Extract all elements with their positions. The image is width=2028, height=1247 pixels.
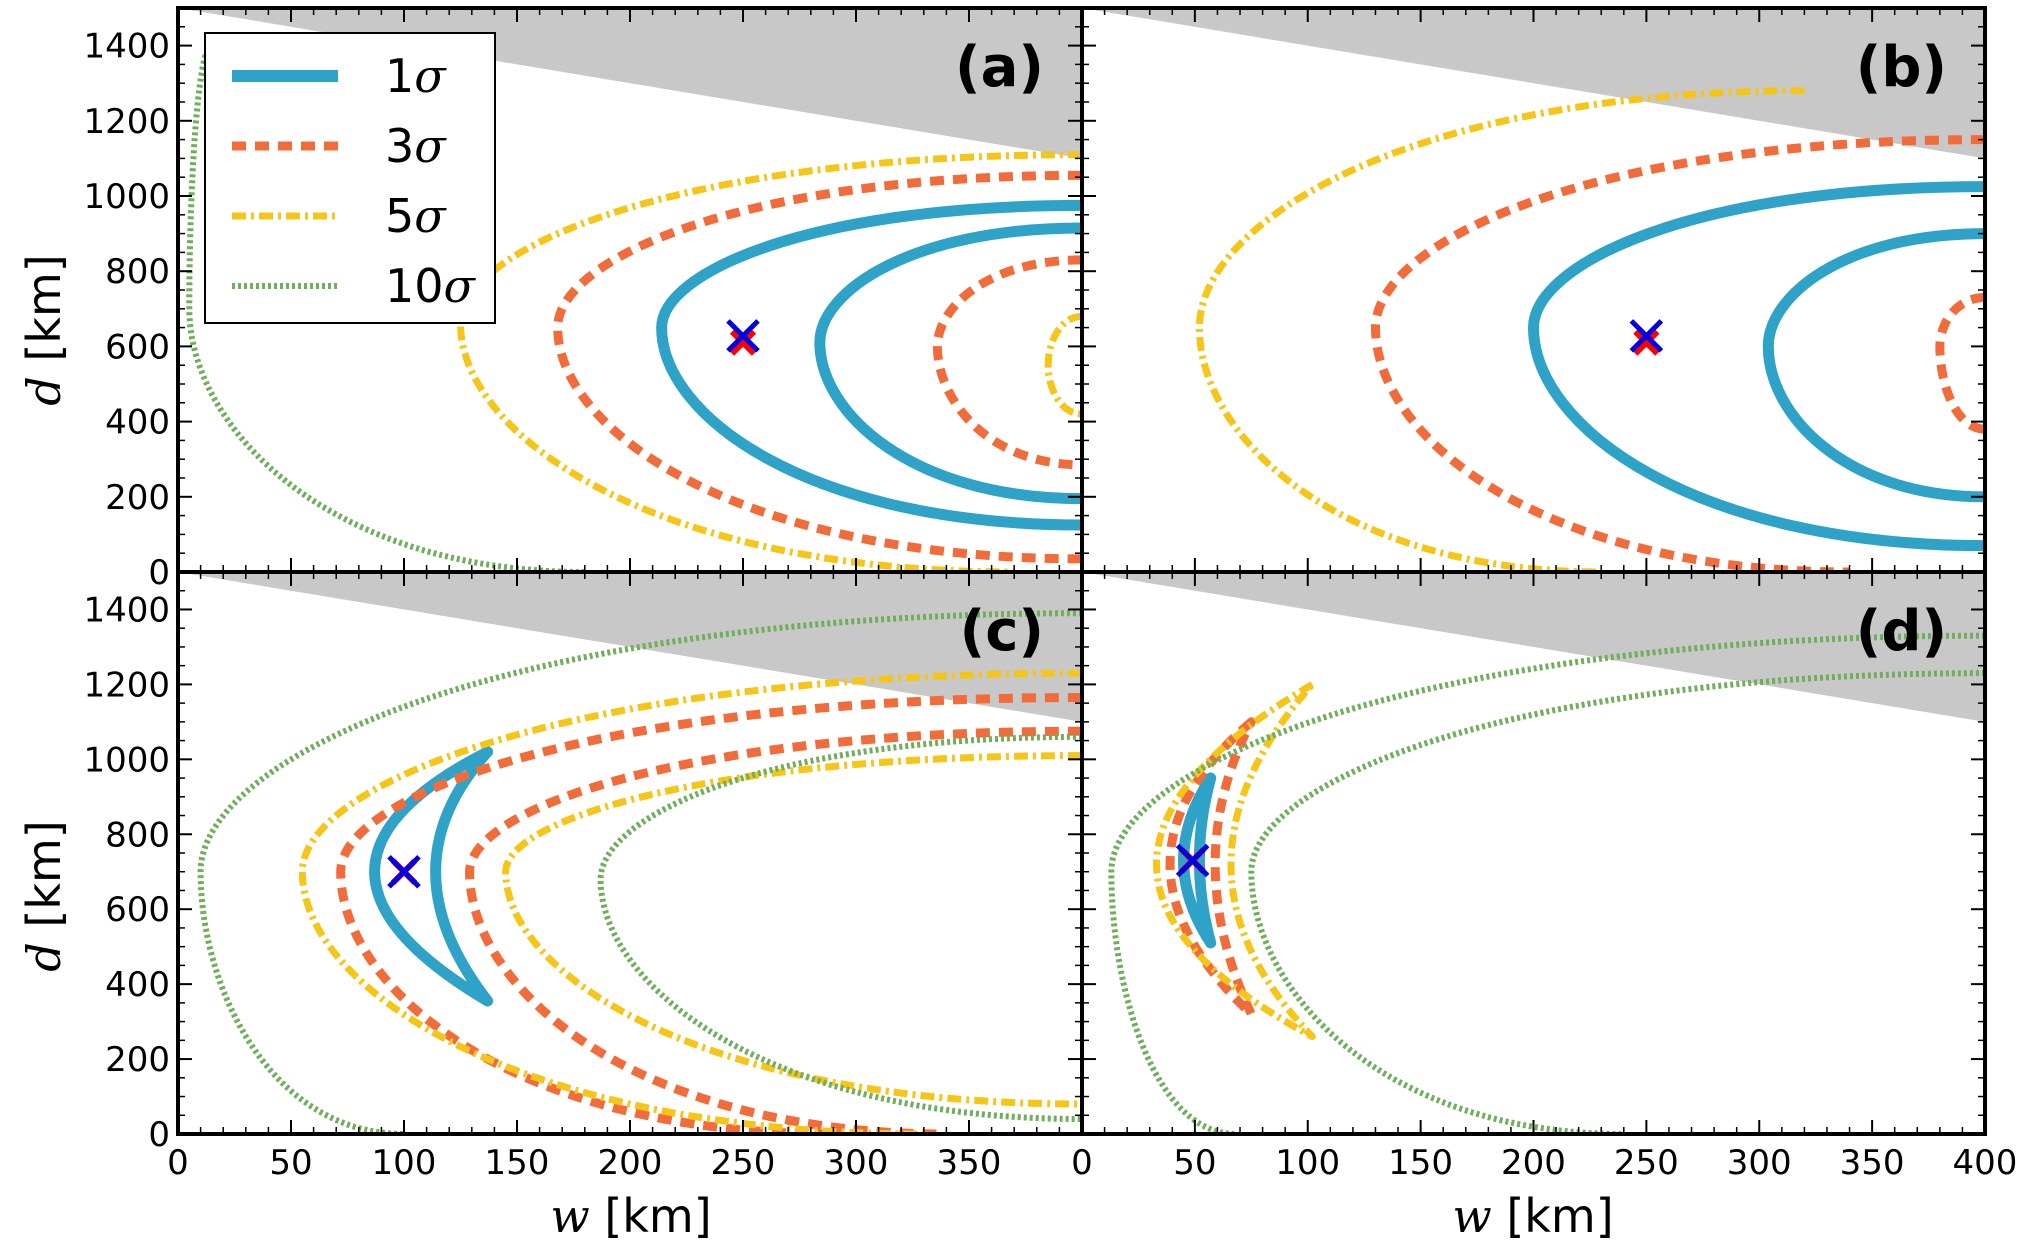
contour-3sigma [336, 693, 1082, 1134]
x-tick-label: 150 [485, 1143, 550, 1183]
contour-10sigma [197, 610, 1082, 1134]
x-tick-label: 350 [937, 1143, 1002, 1183]
contour-5sigma [1195, 87, 1805, 572]
panel-contours [186, 42, 1082, 572]
legend-label-10sigma: 10σ [385, 259, 477, 313]
x-tick-label: 200 [1501, 1143, 1566, 1183]
x-tick-label: 50 [1173, 1143, 1216, 1183]
y-tick-label: 400 [105, 403, 170, 443]
y-tick-label: 600 [105, 890, 170, 930]
best-fit-marker [387, 854, 421, 889]
contour-3sigma [1370, 135, 1985, 572]
legend-label-1sigma: 1σ [385, 49, 447, 103]
x-tick-label: 400 [1953, 1143, 2018, 1183]
y-tick-label: 1400 [83, 27, 170, 67]
y-tick-label: 1000 [83, 177, 170, 217]
excluded-region [178, 572, 1082, 722]
panel-label: (d) [1856, 599, 1947, 664]
contour-1sigma [1528, 181, 1985, 552]
x-tick-label: 0 [1071, 1143, 1093, 1183]
x-tick-label: 0 [167, 1143, 189, 1183]
best-fit-marker [1175, 843, 1210, 878]
legend-label-3sigma: 3σ [385, 119, 447, 173]
contour-5sigma [1044, 312, 1082, 418]
legend: 1σ 3σ 5σ 10σ [204, 32, 496, 324]
y-tick-label: 1200 [83, 665, 170, 705]
panel-label: (c) [960, 599, 1044, 664]
x-tick-label: 300 [824, 1143, 889, 1183]
tick-labels: 0200400600800100012001400020040060080010… [83, 27, 2017, 1183]
x-tick-label: 300 [1727, 1143, 1792, 1183]
y-tick-label: 200 [105, 1040, 170, 1080]
contour-5sigma [457, 151, 1082, 572]
y-tick-label: 1400 [83, 590, 170, 630]
contour-1sigma [1178, 772, 1217, 949]
y-tick-label: 0 [148, 553, 170, 593]
x-axis-label-right: w [km] [1452, 1189, 1613, 1243]
axis-ticks [177, 8, 1986, 1135]
y-tick-label: 600 [105, 327, 170, 367]
y-tick-label: 800 [105, 815, 170, 855]
contour-1sigma [656, 199, 1082, 531]
x-tick-label: 150 [1388, 1143, 1453, 1183]
x-tick-label: 350 [1840, 1143, 1905, 1183]
y-tick-label: 200 [105, 478, 170, 518]
best-fit-marker [726, 319, 760, 353]
panel-label: (b) [1856, 35, 1947, 100]
x-tick-label: 100 [1275, 1143, 1340, 1183]
true-value-marker [1633, 329, 1660, 356]
axis-labels: d [km] d [km] w [km] w [km] [17, 254, 1614, 1243]
contour-3sigma [553, 170, 1082, 564]
x-tick-label: 200 [598, 1143, 663, 1183]
contour-10sigma [1248, 670, 1985, 1134]
true-value-marker [729, 329, 757, 356]
best-fit-marker [1629, 319, 1664, 353]
panel-contours [1195, 87, 1985, 572]
contour-3sigma [932, 255, 1082, 470]
y-axis-label-bottom: d [km] [17, 820, 71, 971]
contour-1sigma [1762, 228, 1985, 503]
y-tick-label: 800 [105, 252, 170, 292]
contour-3sigma [1935, 293, 1985, 434]
x-tick-label: 250 [1614, 1143, 1679, 1183]
y-tick-label: 0 [148, 1115, 170, 1155]
x-tick-label: 50 [269, 1143, 312, 1183]
y-tick-label: 1200 [83, 102, 170, 142]
contour-1sigma [369, 746, 494, 1007]
panel-contours [197, 610, 1082, 1134]
contour-3sigma [465, 726, 1082, 1134]
contour-5sigma [298, 669, 1082, 1134]
y-axis-label-top: d [km] [17, 254, 71, 405]
panel-labels: (a) (b) (c) (d) [955, 35, 1947, 664]
excluded-region [1082, 572, 1985, 722]
y-tick-label: 400 [105, 965, 170, 1005]
legend-label-5sigma: 5σ [385, 189, 447, 243]
contour-10sigma [597, 733, 1082, 1123]
contour-5sigma [1153, 680, 1316, 1041]
excluded-region [1082, 8, 1985, 159]
x-tick-label: 250 [711, 1143, 776, 1183]
x-axis-label-left: w [km] [550, 1189, 711, 1243]
panel-label: (a) [955, 35, 1044, 100]
contour-5sigma [502, 752, 1082, 1108]
panel-contours [1108, 632, 1985, 1134]
contour-lines [186, 42, 1985, 1134]
contour-1sigma [814, 222, 1082, 505]
x-tick-label: 100 [372, 1143, 437, 1183]
parameter-markers [387, 319, 1664, 889]
y-tick-label: 1000 [83, 740, 170, 780]
